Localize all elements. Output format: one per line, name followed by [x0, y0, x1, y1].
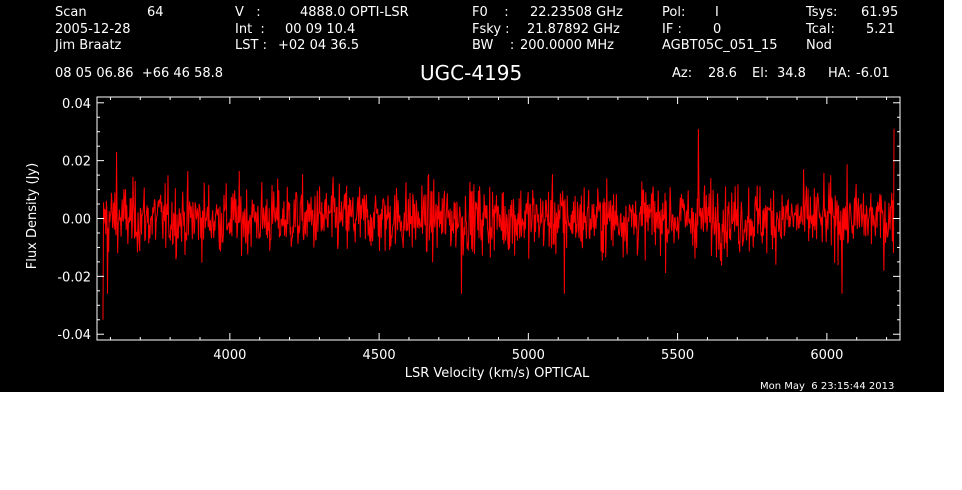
axis-layer: 4000 4500 5000 5500 6000 0.04 0.02 0.00 -0.02 -0.… — [57, 96, 901, 363]
x-tick-label: 4000 — [213, 348, 246, 363]
spectrum-series-line — [102, 128, 895, 320]
lst-value: +02 04 36.5 — [278, 38, 360, 53]
spectrum-chart: 4000 4500 5000 5500 6000 0.04 0.02 0.00 -0.02 -0.… — [25, 96, 901, 381]
y-tick-label: -0.02 — [57, 270, 91, 285]
scan-value: 64 — [147, 5, 164, 20]
hour-angle-label: HA: — [828, 66, 851, 81]
hour-angle-value: -6.01 — [856, 66, 890, 81]
tcal-value: 5.21 — [866, 22, 895, 37]
source-coordinates: 08 05 06.86 +66 46 58.8 — [55, 66, 224, 81]
pol-value: I — [715, 5, 719, 20]
project-id: AGBT05C_051_15 — [662, 38, 778, 53]
pol-label: Pol: — [662, 5, 686, 20]
mode-label: Nod — [806, 38, 832, 53]
chart-title: UGC-4195 — [420, 61, 523, 85]
y-tick-label: -0.04 — [57, 328, 91, 343]
azimuth-value: 28.6 — [708, 66, 737, 81]
integration-value: 00 09 10.4 — [285, 22, 356, 37]
y-tick-label: 0.00 — [62, 213, 91, 228]
bandwidth-value: 200.0000 MHz — [520, 38, 614, 53]
f0-value: 22.23508 GHz — [530, 5, 623, 20]
spectrum-trace-layer — [102, 128, 895, 320]
y-tick-label: 0.02 — [62, 155, 91, 170]
integration-label: Int : — [235, 22, 265, 37]
x-tick-label: 5500 — [661, 348, 694, 363]
f0-label: F0 : — [472, 5, 509, 20]
elevation-label: El: — [752, 66, 769, 81]
scan-label: Scan — [55, 5, 87, 20]
if-value: 0 — [713, 22, 722, 37]
tsys-label: Tsys: — [806, 5, 838, 20]
fsky-label: Fsky : — [472, 22, 510, 37]
plot-timestamp: Mon May 6 23:15:44 2013 — [760, 381, 895, 392]
fsky-value: 21.87892 GHz — [527, 22, 620, 37]
y-axis-title: Flux Density (Jy) — [25, 163, 40, 269]
observer-name: Jim Braatz — [55, 38, 122, 53]
elevation-value: 34.8 — [777, 66, 806, 81]
azimuth-label: Az: — [672, 66, 693, 81]
x-tick-label: 6000 — [810, 348, 843, 363]
lst-label: LST : — [235, 38, 267, 53]
tcal-label: Tcal: — [806, 22, 835, 37]
x-axis-title: LSR Velocity (km/s) OPTICAL — [405, 366, 590, 381]
velocity-label: V : — [235, 5, 261, 20]
observation-date: 2005-12-28 — [55, 22, 131, 37]
velocity-value: 4888.0 OPTI-LSR — [300, 5, 409, 20]
y-tick-label: 0.04 — [62, 97, 91, 112]
if-label: IF : — [662, 22, 682, 37]
x-tick-label: 5000 — [512, 348, 545, 363]
tsys-value: 61.95 — [861, 5, 899, 20]
x-tick-label: 4500 — [363, 348, 396, 363]
bandwidth-label: BW : — [472, 38, 515, 53]
